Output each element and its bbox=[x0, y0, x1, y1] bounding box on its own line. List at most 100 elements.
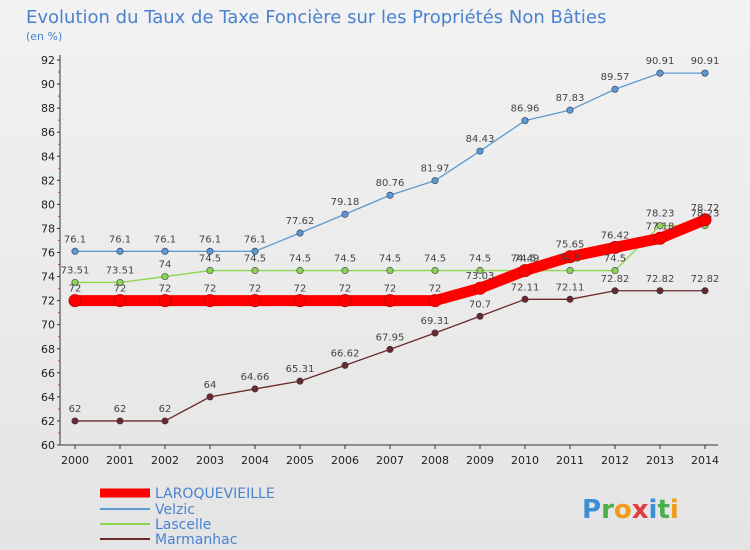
data-point bbox=[476, 267, 484, 275]
data-label: 74.5 bbox=[559, 254, 581, 265]
data-label: 72 bbox=[204, 284, 217, 295]
data-label: 62 bbox=[114, 404, 127, 415]
data-point bbox=[563, 250, 577, 264]
data-point bbox=[161, 247, 169, 255]
data-label: 73.51 bbox=[61, 265, 90, 276]
data-label: 72 bbox=[249, 284, 262, 295]
data-label: 69.31 bbox=[421, 316, 450, 327]
data-point bbox=[383, 294, 397, 308]
data-point bbox=[296, 229, 304, 237]
data-label: 74.49 bbox=[511, 254, 540, 265]
data-label: 74.5 bbox=[514, 254, 536, 265]
data-label: 72.11 bbox=[511, 282, 540, 293]
data-point bbox=[701, 287, 709, 295]
data-point bbox=[431, 329, 439, 337]
data-label: 72 bbox=[429, 284, 442, 295]
data-label: 74.5 bbox=[379, 254, 401, 265]
data-point bbox=[611, 287, 619, 295]
y-tick-label: 86 bbox=[41, 126, 55, 139]
data-label: 65.31 bbox=[286, 364, 315, 375]
data-label: 77.62 bbox=[286, 216, 315, 227]
data-point bbox=[206, 267, 214, 275]
legend-label: Lascelle bbox=[155, 517, 211, 533]
x-tick-label: 2005 bbox=[286, 454, 314, 467]
data-point bbox=[566, 267, 574, 275]
axes: 60 62 64 66 68 70 72 74 76 78 80 82 84 86 88 90 92 2000 20… bbox=[41, 54, 719, 467]
data-label: 74 bbox=[159, 260, 172, 271]
data-point bbox=[116, 278, 124, 286]
data-point bbox=[68, 294, 82, 308]
data-label: 86.96 bbox=[511, 104, 540, 115]
series-layer bbox=[68, 69, 712, 425]
data-point bbox=[386, 267, 394, 275]
data-label: 87.83 bbox=[556, 93, 585, 104]
data-label: 72 bbox=[294, 284, 307, 295]
data-label: 62 bbox=[69, 404, 82, 415]
data-point bbox=[293, 294, 307, 308]
legend-label: LAROQUEVIEILLE bbox=[155, 486, 275, 502]
data-point bbox=[341, 267, 349, 275]
y-tick-label: 68 bbox=[41, 343, 55, 356]
data-point bbox=[341, 210, 349, 218]
y-tick-label: 74 bbox=[41, 271, 55, 284]
data-point bbox=[386, 345, 394, 353]
data-label: 64.66 bbox=[241, 372, 270, 383]
data-label: 74.5 bbox=[334, 254, 356, 265]
data-label: 90.91 bbox=[691, 56, 720, 67]
y-tick-label: 64 bbox=[41, 391, 55, 404]
data-label: 66.62 bbox=[331, 348, 360, 359]
x-tick-label: 2009 bbox=[466, 454, 494, 467]
x-tick-label: 2006 bbox=[331, 454, 359, 467]
x-tick-label: 2001 bbox=[106, 454, 134, 467]
data-point bbox=[431, 267, 439, 275]
data-point bbox=[428, 294, 442, 308]
data-label: 73.51 bbox=[106, 265, 135, 276]
data-label: 74.5 bbox=[604, 254, 626, 265]
data-label: 72.82 bbox=[601, 274, 630, 285]
data-label: 76.1 bbox=[154, 234, 176, 245]
data-label: 76.42 bbox=[601, 230, 630, 241]
data-label: 72.82 bbox=[691, 274, 720, 285]
data-point bbox=[113, 294, 127, 308]
data-label: 64 bbox=[204, 380, 217, 391]
data-point bbox=[566, 295, 574, 303]
data-label: 76.1 bbox=[109, 234, 131, 245]
x-tick-label: 2008 bbox=[421, 454, 449, 467]
data-point bbox=[206, 247, 214, 255]
x-tick-label: 2012 bbox=[601, 454, 629, 467]
x-tick-label: 2011 bbox=[556, 454, 584, 467]
data-label: 90.91 bbox=[646, 56, 675, 67]
proxiti-logo: Proxiti bbox=[582, 495, 679, 525]
data-label: 67.95 bbox=[376, 332, 405, 343]
data-label: 77.18 bbox=[646, 221, 675, 232]
data-point bbox=[71, 278, 79, 286]
data-label: 74.5 bbox=[469, 254, 491, 265]
x-tick-label: 2014 bbox=[691, 454, 719, 467]
y-tick-label: 60 bbox=[41, 439, 55, 452]
data-label: 70.7 bbox=[469, 299, 491, 310]
y-tick-label: 76 bbox=[41, 247, 55, 260]
data-label: 79.18 bbox=[331, 197, 360, 208]
data-point bbox=[206, 393, 214, 401]
data-point bbox=[521, 117, 529, 125]
data-point bbox=[476, 147, 484, 155]
y-tick-label: 70 bbox=[41, 319, 55, 332]
legend-label: Velzic bbox=[155, 502, 195, 518]
y-tick-label: 66 bbox=[41, 367, 55, 380]
data-point bbox=[116, 247, 124, 255]
y-tick-label: 88 bbox=[41, 102, 55, 115]
chart-title: Evolution du Taux de Taxe Foncière sur l… bbox=[26, 7, 606, 28]
y-tick-label: 72 bbox=[41, 295, 55, 308]
data-point bbox=[296, 267, 304, 275]
data-point bbox=[203, 294, 217, 308]
legend-label: Marmanhac bbox=[155, 532, 237, 548]
data-label: 72 bbox=[339, 284, 352, 295]
data-label: 72 bbox=[69, 284, 82, 295]
data-label: 62 bbox=[159, 404, 172, 415]
data-label: 74.5 bbox=[244, 254, 266, 265]
series-line-marmanhac bbox=[74, 290, 706, 422]
y-tick-label: 82 bbox=[41, 174, 55, 187]
